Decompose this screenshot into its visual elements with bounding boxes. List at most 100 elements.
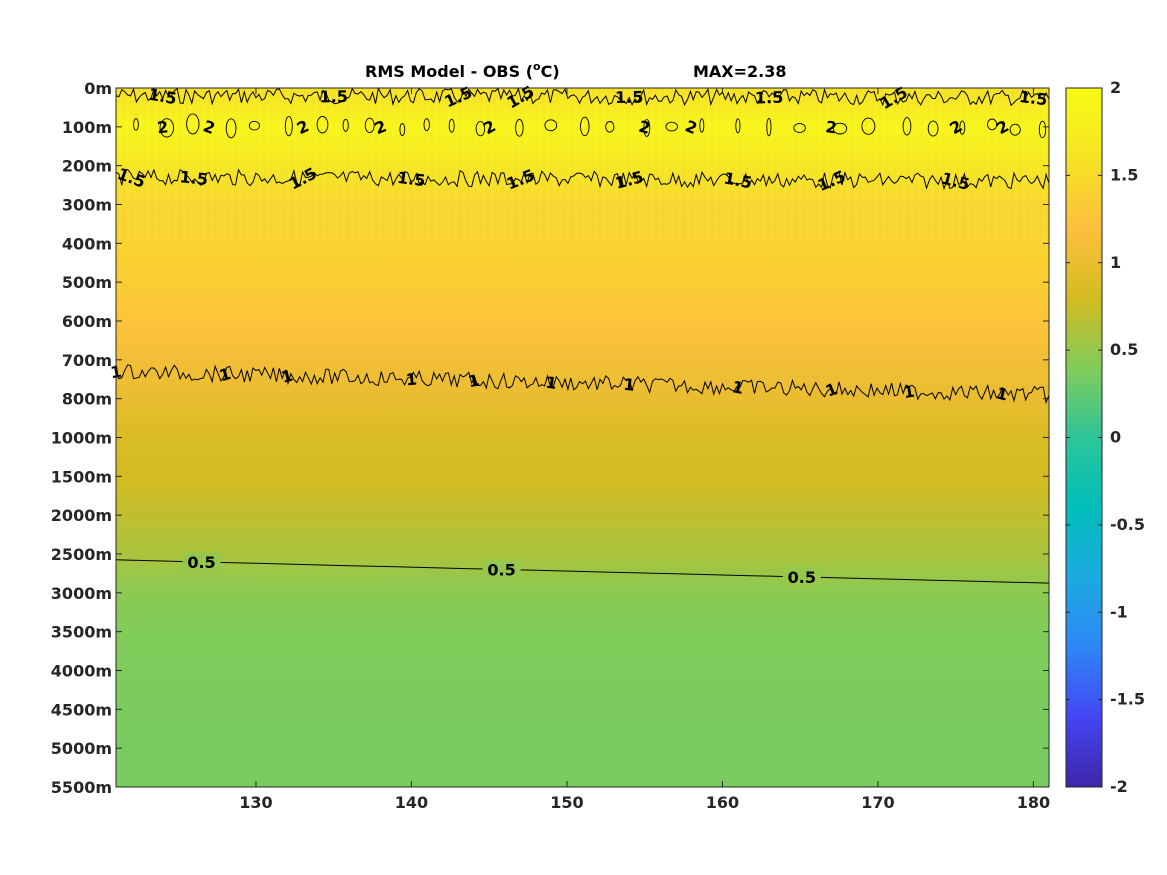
contour-2-island [133,118,139,131]
contour-line-0-5 [115,559,1050,584]
y-tick-label: 500m [62,273,112,292]
contour-2-island [448,118,455,133]
contour-label: 1.5 [179,167,209,189]
contour-2-island [665,121,678,132]
x-tick-label: 130 [239,793,272,812]
x-tick-label: 140 [395,793,428,812]
y-tick-label: 300m [62,196,112,215]
chart-title-group: RMS Model - OBS (oC) MAX=2.38 [365,60,787,81]
x-tick-label: 160 [706,793,739,812]
contour-label: 1.5 [319,87,348,106]
contour-label: 1.5 [755,88,784,108]
y-tick-label: 3000m [51,584,112,603]
max-value-label: MAX=2.38 [693,62,787,81]
y-tick-label: 2500m [51,545,112,564]
contour-2-island [186,113,200,135]
contour-label: 2 [637,117,653,138]
y-tick-label: 100m [62,118,112,137]
chart-title-main: RMS Model - OBS ( [365,62,533,81]
contour-2-island [159,118,175,138]
contour-label: 1 [623,375,636,395]
contour-label: 1 [466,370,481,391]
colorbar-tick-label: -1.5 [1110,690,1145,709]
contour-2-island [423,118,430,132]
y-tick-label: 5500m [51,778,112,797]
plot-area: 1.5 1.5 1.5 1.5 1.5 1.5 1.5 1.52 2 2 2 2 2 2 2 2 21.5 1.5… [109,82,1050,788]
contour-2-island [364,117,375,134]
y-axis: 0m 100m 200m 300m 400m 500m 600m 700m 800m 1000m 1… [51,79,1049,797]
y-tick-label: 3500m [51,623,112,642]
chart-title: RMS Model - OBS (oC) [365,60,560,81]
contour-label: 2 [824,117,838,138]
contour-2-island [544,119,558,132]
contour-label-bg [782,567,821,587]
contour-label: 1.5 [396,168,426,190]
contour-2-island [605,121,615,133]
contour-2-island [793,123,806,133]
heatmap-texture [116,88,1049,244]
contour-label: 1 [217,364,233,385]
chart-title-unit: C) [541,62,560,81]
contour-line-1 [115,364,1050,405]
contour-2-island [902,117,912,136]
colorbar-tick-label: -2 [1110,777,1128,796]
contour-2-island [580,116,590,137]
contour-label: 1 [405,369,418,389]
colorbar-ticks: 2 1.5 1 0.5 0 -0.5 -1 -1.5 -2 [1066,78,1145,796]
y-tick-label: 0m [84,79,112,98]
contour-2-island [987,118,998,131]
contour-2-island [643,119,651,137]
contour-2-island [475,121,486,137]
y-tick-label: 1500m [51,467,112,486]
contour-label: 1.5 [147,85,178,109]
x-tick-label: 180 [1017,793,1050,812]
contour-label-bg [182,552,221,572]
contour-label: 0.5 [788,568,816,587]
colorbar-tick-label: -0.5 [1110,515,1145,534]
contour-2-island [927,120,939,137]
contour-2-island [515,119,524,137]
colorbar-tick-label: 1.5 [1110,165,1138,184]
contour-2-island [1038,120,1047,139]
y-tick-label: 1000m [51,429,112,448]
y-tick-label: 400m [62,234,112,253]
contour-2-island [399,122,406,137]
contour-2-island [316,116,329,134]
colorbar-scale [1065,87,1103,788]
contour-line-1-5 [115,168,1050,191]
y-tick-label: 600m [62,312,112,331]
chart-title-superscript: o [533,60,541,73]
contour-2-island [861,117,876,135]
contour-label: 1 [902,382,916,403]
contour-label: 2 [156,117,169,137]
contour-2-island [699,118,705,133]
y-tick-label: 700m [62,351,112,370]
colorbar-tick-label: -1 [1110,602,1128,621]
contour-label-bg [482,559,521,580]
contour-2-island [248,120,260,131]
contour-2-island [832,122,848,135]
colorbar-tick-label: 2 [1110,78,1121,97]
contour-label: 1.5 [1018,87,1048,109]
y-tick-label: 800m [62,390,112,409]
contour-label: 1 [731,377,745,398]
contour-label: 1.5 [615,88,644,107]
contour-label: 1 [995,384,1010,405]
colorbar-tick-label: 0.5 [1110,340,1138,359]
colorbar-tick-label: 1 [1110,253,1121,272]
y-tick-label: 5000m [51,739,112,758]
y-tick-label: 4500m [51,700,112,719]
y-tick-label: 2000m [51,506,112,525]
contour-label: 1 [279,366,295,387]
x-tick-label: 150 [550,793,583,812]
contour-2-island [225,118,237,139]
contour-2-island [342,118,349,132]
contour-label: 0.5 [487,561,515,580]
contour-line-1-5 [115,86,1050,107]
contour-2-island [284,115,293,137]
contour-label: 0.5 [187,553,215,572]
y-tick-label: 4000m [51,662,112,681]
y-tick-label: 200m [62,157,112,176]
contour-label: 1 [544,373,558,393]
